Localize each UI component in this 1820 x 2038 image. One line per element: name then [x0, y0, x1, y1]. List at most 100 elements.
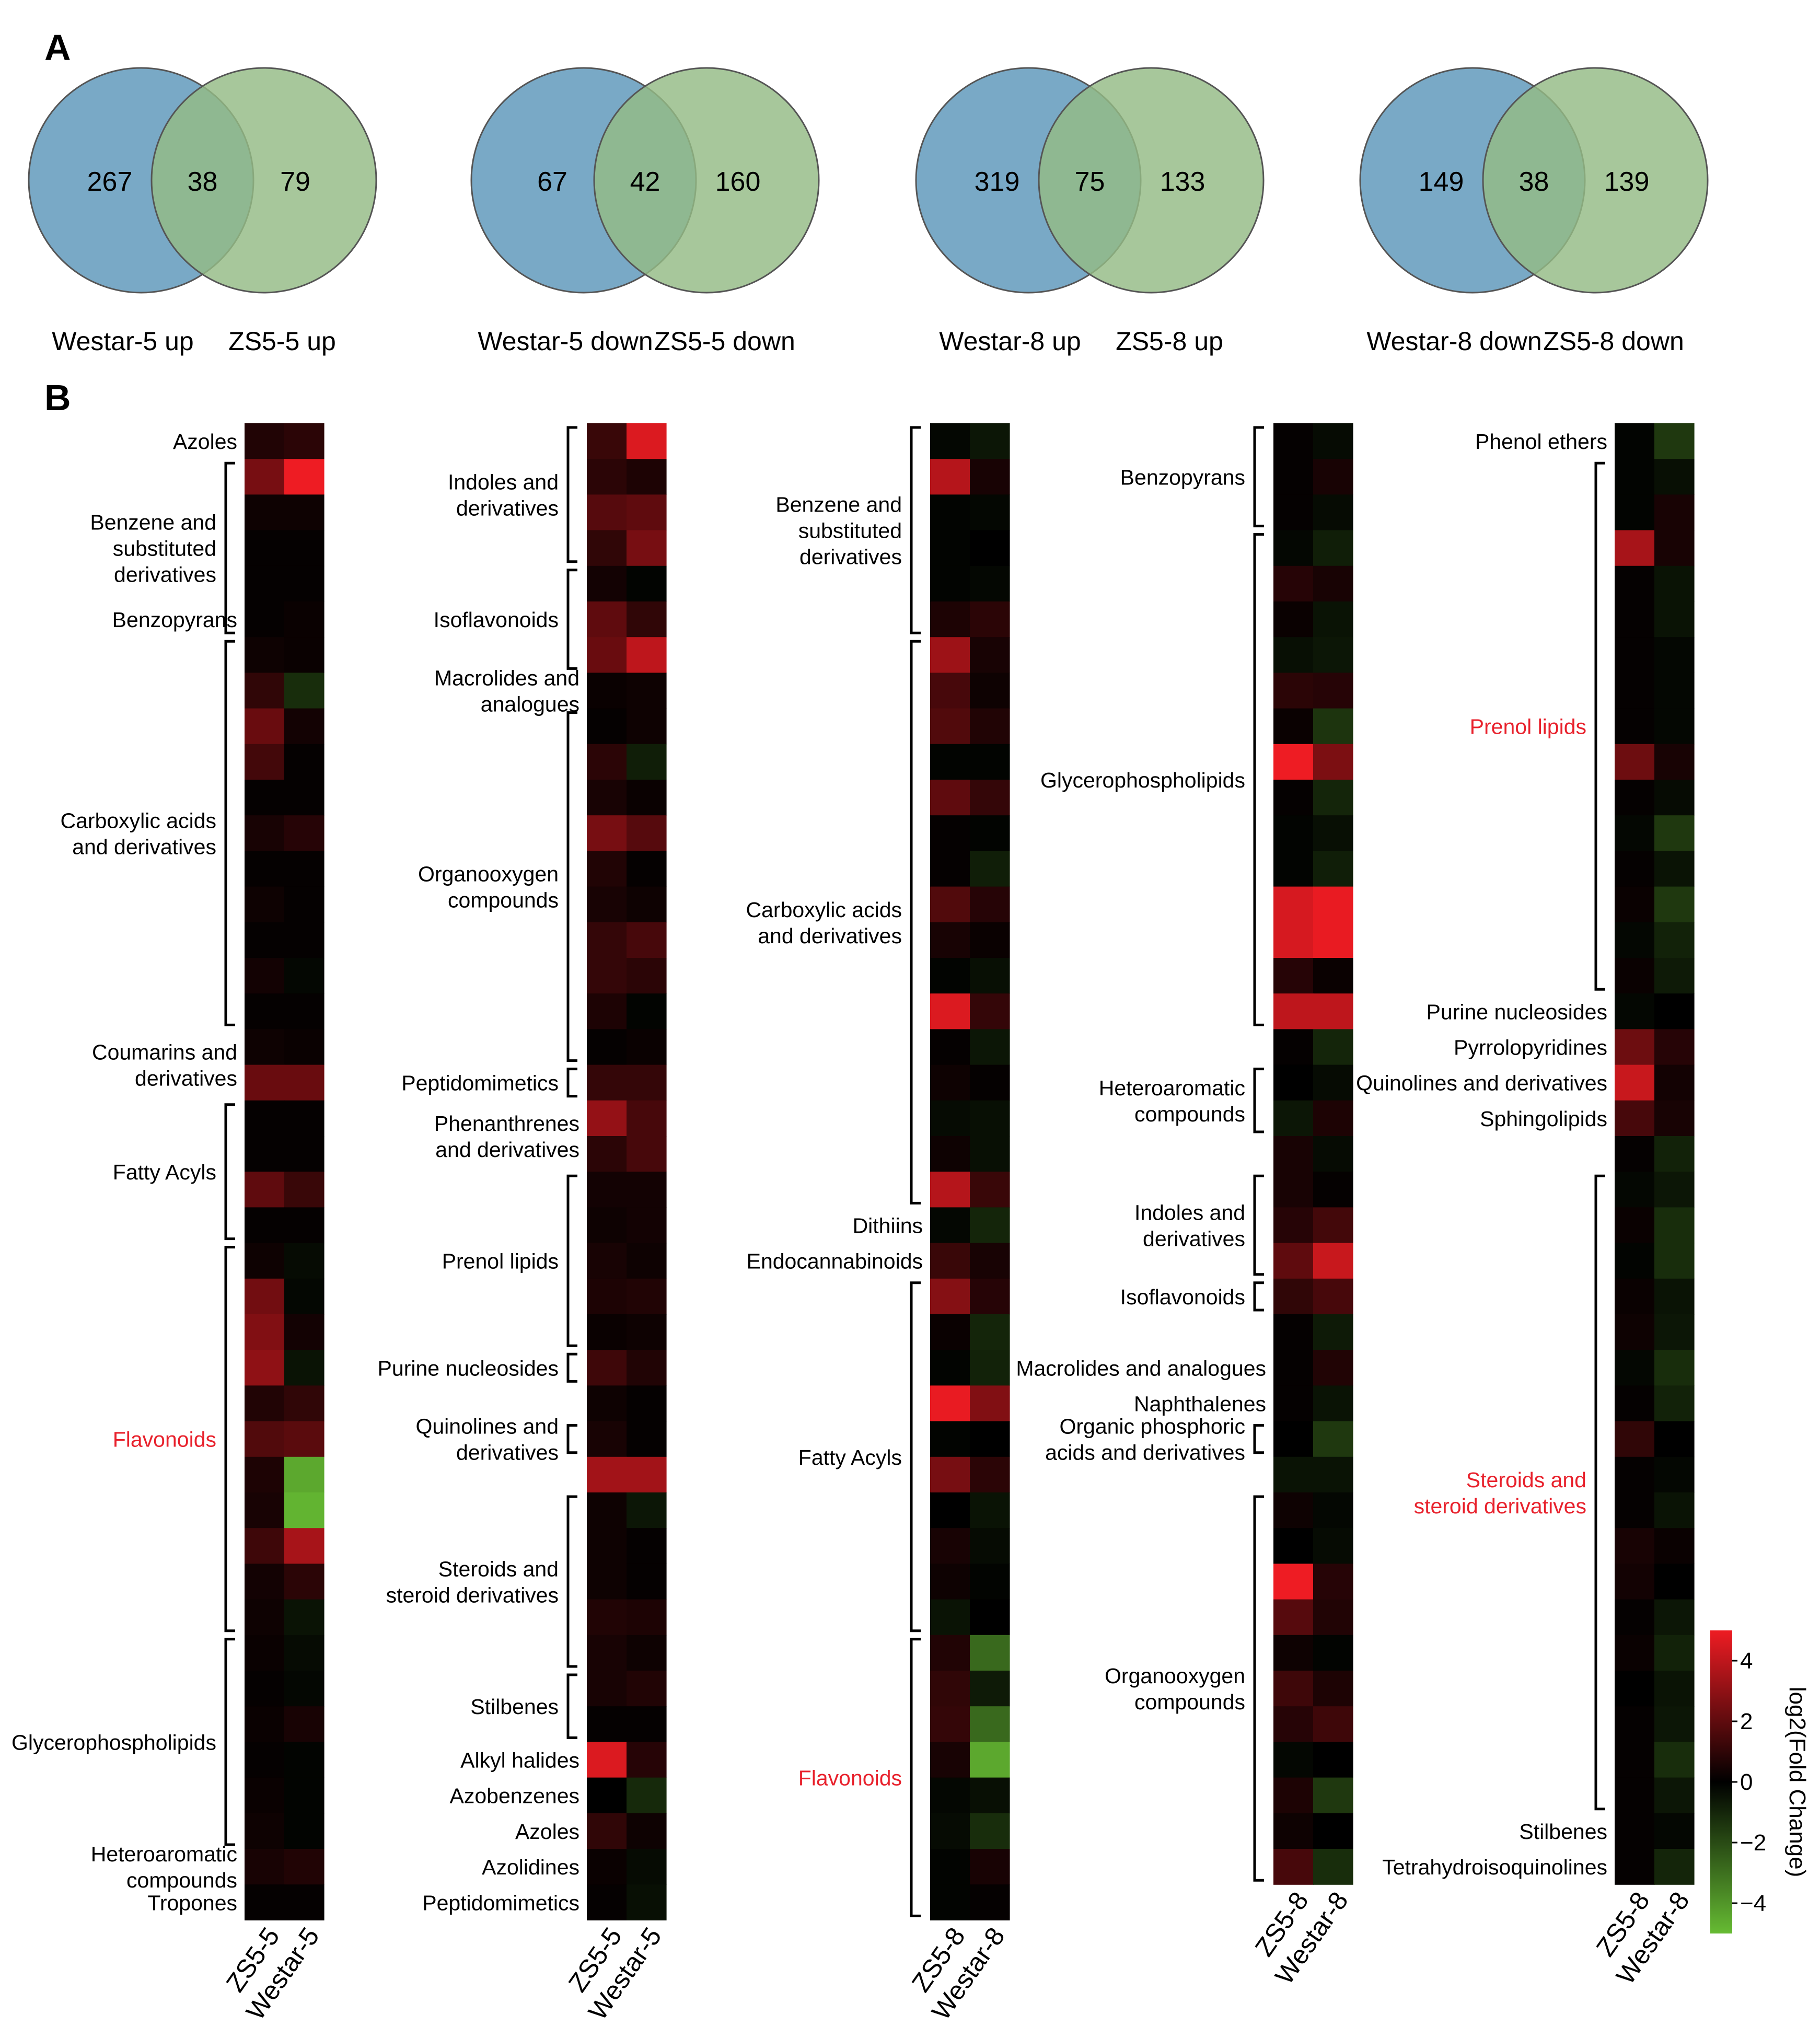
group-label: Benzopyrans — [112, 608, 237, 632]
heatmap-cell — [1313, 637, 1353, 673]
heatmap-cell — [627, 530, 667, 566]
venn-overlap-count: 38 — [1519, 167, 1549, 197]
heatmap-cell — [245, 1599, 285, 1636]
heatmap-cell — [1273, 1706, 1314, 1742]
panel-label-a: A — [44, 27, 71, 68]
group-label: Indoles and derivatives — [448, 470, 559, 520]
heatmap-cell — [970, 1635, 1010, 1671]
heatmap-cell — [627, 886, 667, 923]
heatmap-cell — [627, 601, 667, 638]
heatmap-cell — [930, 851, 970, 887]
venn-left-label: Westar-5 down — [478, 327, 653, 356]
heatmap-cell — [1273, 851, 1314, 887]
group-bracket — [1594, 461, 1605, 991]
heatmap-cell — [587, 1492, 627, 1528]
heatmap-cell — [1313, 1456, 1353, 1493]
heatmap-cell — [930, 1278, 970, 1315]
heatmap-cell — [1654, 851, 1695, 887]
heatmap-cell — [587, 459, 627, 495]
heatmap-cell — [1654, 1172, 1695, 1208]
heatmap-cell — [970, 1421, 1010, 1457]
heatmap-cell — [587, 1278, 627, 1315]
heatmap-cell — [627, 1456, 667, 1493]
heatmap-cell — [1313, 1492, 1353, 1528]
heatmap-cell — [1615, 1136, 1655, 1172]
heatmap-cell — [627, 1849, 667, 1885]
heatmap-cell — [1313, 851, 1353, 887]
heatmap-cell — [970, 1849, 1010, 1885]
heatmap-cell — [284, 886, 324, 923]
heatmap-cell — [587, 1207, 627, 1244]
heatmap-cell — [1273, 601, 1314, 638]
heatmap-cell — [1615, 780, 1655, 816]
heatmap-cell — [1313, 1599, 1353, 1636]
heatmap-cell — [970, 1813, 1010, 1849]
heatmap-cell — [930, 1350, 970, 1386]
heatmap-cell — [1273, 1100, 1314, 1137]
heatmap-cell — [245, 1350, 285, 1386]
heatmap-cell — [245, 530, 285, 566]
heatmap-cell — [970, 530, 1010, 566]
heatmap-cell — [1273, 459, 1314, 495]
heatmap-cell — [970, 673, 1010, 709]
group-label: Organic phosphoric acids and derivatives — [1045, 1415, 1245, 1465]
heatmap-cell — [284, 1599, 324, 1636]
heatmap-cell — [245, 958, 285, 994]
heatmap-cell — [627, 922, 667, 958]
heatmap-cell — [245, 459, 285, 495]
heatmap-cell — [1654, 744, 1695, 780]
venn-overlap-count: 38 — [188, 167, 218, 197]
heatmap-cell — [1615, 530, 1655, 566]
heatmap-cell — [284, 1813, 324, 1849]
heatmap-cell — [1273, 1599, 1314, 1636]
heatmap-cell — [970, 1456, 1010, 1493]
heatmap-cell — [627, 1777, 667, 1814]
group-label: Azolidines — [482, 1855, 579, 1879]
heatmap-cell — [1273, 1136, 1314, 1172]
heatmap-cell — [245, 494, 285, 531]
heatmap-cell — [1273, 780, 1314, 816]
heatmap-cell — [627, 423, 667, 459]
heatmap-cell — [1615, 1777, 1655, 1814]
heatmap-cell — [970, 993, 1010, 1029]
heatmap-cell — [284, 459, 324, 495]
venn-left-label: Westar-8 up — [939, 327, 1081, 356]
heatmap-cell — [1313, 673, 1353, 709]
heatmap-cell — [1273, 1528, 1314, 1564]
heatmap-cell — [1313, 1064, 1353, 1101]
heatmap-cell — [1273, 1492, 1314, 1528]
heatmap-cell — [970, 922, 1010, 958]
heatmap-cell — [284, 1029, 324, 1066]
heatmap-cell — [284, 1777, 324, 1814]
heatmap-cell — [1273, 637, 1314, 673]
heatmap-cell — [1615, 1421, 1655, 1457]
heatmap-cell — [627, 1314, 667, 1350]
heatmap-cell — [1313, 708, 1353, 745]
heatmap-cell — [930, 1029, 970, 1066]
heatmap-cell — [627, 1350, 667, 1386]
venn-overlap-count: 42 — [630, 167, 660, 197]
group-label: Tropones — [147, 1891, 237, 1915]
heatmap-cell — [1615, 851, 1655, 887]
heatmap-cell — [1615, 1385, 1655, 1422]
heatmap-cell — [245, 1564, 285, 1600]
heatmap-cell — [930, 601, 970, 638]
heatmap-cell — [1313, 1243, 1353, 1279]
heatmap-cell — [1654, 1136, 1695, 1172]
heatmap-cell — [1313, 494, 1353, 531]
heatmap-cell — [627, 744, 667, 780]
heatmap-cell — [627, 1564, 667, 1600]
heatmap-cell — [587, 1421, 627, 1457]
heatmap-cell — [587, 993, 627, 1029]
heatmap-cell — [1615, 1599, 1655, 1636]
heatmap-cell — [245, 1421, 285, 1457]
group-label: Fatty Acyls — [798, 1445, 902, 1469]
heatmap-cell — [970, 1243, 1010, 1279]
heatmap-cell — [930, 1207, 970, 1244]
heatmap-cell — [245, 1671, 285, 1707]
group-label: Dithiins — [853, 1214, 923, 1238]
heatmap-cell — [627, 1813, 667, 1849]
heatmap-cell — [245, 1029, 285, 1066]
